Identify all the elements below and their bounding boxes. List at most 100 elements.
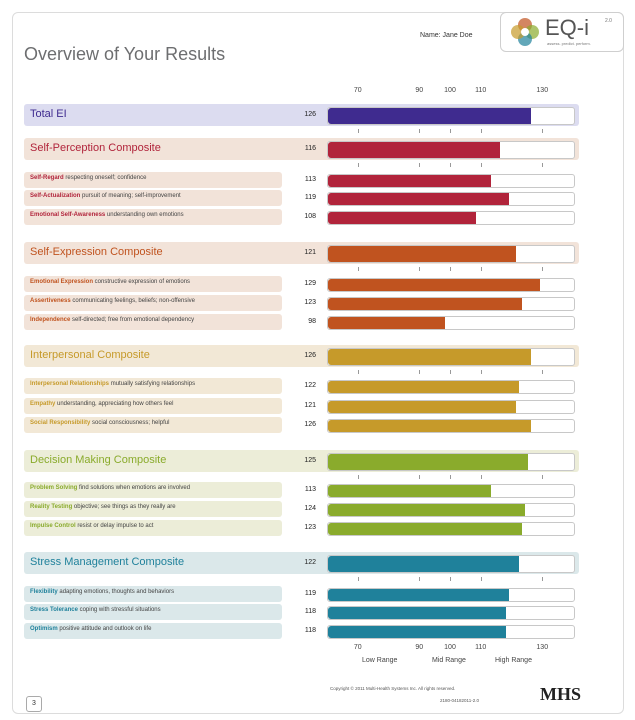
logo-tagline: assess. predict. perform.: [547, 41, 591, 46]
range-label: Mid Range: [432, 657, 466, 664]
scale-name: Flexibility: [30, 589, 58, 595]
row-label: Flexibility adapting emotions, thoughts …: [30, 589, 174, 595]
scale-name: Independence: [30, 317, 71, 323]
bar-track: [327, 348, 575, 366]
bar-track: [327, 606, 575, 620]
bar-track: [327, 174, 575, 188]
subscale-row: Social Responsibility social consciousne…: [24, 417, 282, 433]
bar-track: [327, 555, 575, 573]
bar-track: [327, 522, 575, 536]
score-value: 125: [304, 457, 316, 464]
score-bar: [328, 504, 525, 516]
gridline-tick: [357, 129, 359, 133]
top-tick-label: 110: [475, 87, 487, 94]
gridline-tick: [450, 370, 451, 374]
scale-name: Interpersonal Composite: [30, 349, 150, 361]
bar-track: [327, 453, 575, 471]
scale-name: Decision Making Composite: [30, 454, 167, 466]
score-value: 126: [304, 421, 316, 428]
score-value: 121: [304, 402, 316, 409]
bar-track: [327, 316, 575, 330]
score-value: 108: [304, 213, 316, 220]
logo-version: 2.0: [605, 18, 612, 24]
bar-track: [327, 141, 575, 159]
score-bar: [328, 349, 531, 365]
scale-description: pursuit of meaning; self-improvement: [80, 193, 181, 199]
score-value: 122: [304, 559, 316, 566]
gridline-tick: [542, 129, 544, 133]
gridline-tick: [480, 577, 482, 581]
scale-name: Total EI: [30, 108, 67, 120]
score-value: 123: [304, 299, 316, 306]
scale-name: Stress Tolerance: [30, 607, 78, 613]
top-tick-label: 130: [536, 87, 549, 94]
scale-name: Assertiveness: [30, 298, 71, 304]
scale-name: Interpersonal Relationships: [30, 381, 110, 387]
score-value: 119: [304, 194, 316, 201]
logo-text: EQ-i: [545, 15, 589, 40]
row-label: Optimism positive attitude and outlook o…: [30, 626, 151, 632]
row-label: Independence self-directed; free from em…: [30, 317, 194, 323]
gridline-tick: [450, 129, 451, 133]
row-label: Social Responsibility social consciousne…: [30, 420, 169, 426]
gridline-tick: [450, 163, 451, 167]
copyright: Copyright © 2011 Multi-Health Systems In…: [330, 686, 456, 691]
subscale-row: Problem Solving find solutions when emot…: [24, 482, 282, 498]
scale-name: Optimism: [30, 626, 58, 632]
scale-name: Emotional Expression: [30, 279, 94, 285]
score-value: 118: [304, 627, 316, 634]
gridline-tick: [480, 163, 482, 167]
eqi-flower-icon: [511, 18, 539, 46]
score-value: 126: [304, 352, 316, 359]
gridline-tick: [419, 577, 421, 581]
score-bar: [328, 523, 522, 535]
bar-track: [327, 107, 575, 125]
score-bar: [328, 485, 491, 497]
score-value: 113: [304, 486, 316, 493]
score-value: 119: [304, 590, 316, 597]
score-bar: [328, 193, 510, 205]
bar-track: [327, 625, 575, 639]
score-bar: [328, 626, 507, 638]
scale-name: Self-Expression Composite: [30, 246, 163, 258]
gridline-tick: [542, 475, 544, 479]
top-tick-label: 90: [415, 87, 424, 94]
subscale-row: Stress Tolerance coping with stressful s…: [24, 604, 282, 620]
scale-name: Reality Testing: [30, 504, 73, 510]
row-label: Impulse Control resist or delay impulse …: [30, 523, 153, 529]
subscale-row: Self-Regard respecting oneself; confiden…: [24, 172, 282, 188]
scale-name: Empathy: [30, 401, 56, 407]
scale-name: Impulse Control: [30, 523, 76, 529]
scale-description: resist or delay impulse to act: [75, 523, 154, 529]
row-label: Self-Expression Composite: [30, 246, 163, 258]
range-label: High Range: [495, 657, 532, 664]
row-label: Self-Regard respecting oneself; confiden…: [30, 175, 146, 181]
client-name: Name: Jane Doe: [420, 32, 473, 39]
subscale-row: Interpersonal Relationships mutually sat…: [24, 378, 282, 394]
subscale-row: Independence self-directed; free from em…: [24, 314, 282, 330]
score-bar: [328, 279, 541, 291]
eqi-logo: EQ-i 2.0 assess. predict. perform.: [500, 12, 624, 52]
subscale-row: Optimism positive attitude and outlook o…: [24, 623, 282, 639]
score-bar: [328, 246, 516, 262]
row-label: Total EI: [30, 108, 67, 120]
bottom-tick-label: 130: [536, 644, 549, 651]
scale-name: Problem Solving: [30, 485, 78, 491]
bar-track: [327, 192, 575, 206]
bar-track: [327, 400, 575, 414]
scale-description: understanding own emotions: [105, 212, 184, 218]
score-value: 98: [308, 318, 316, 325]
row-label: Assertiveness communicating feelings, be…: [30, 298, 195, 304]
score-value: 126: [304, 111, 316, 118]
scale-description: objective; see things as they really are: [72, 504, 176, 510]
bar-track: [327, 380, 575, 394]
score-bar: [328, 381, 519, 393]
scale-description: respecting oneself; confidence: [63, 175, 147, 181]
score-bar: [328, 589, 510, 601]
scale-name: Self-Actualization: [30, 193, 81, 199]
subscale-row: Flexibility adapting emotions, thoughts …: [24, 586, 282, 602]
row-label: Emotional Expression constructive expres…: [30, 279, 190, 285]
scale-description: communicating feelings, beliefs; non-off…: [70, 298, 195, 304]
scale-description: mutually satisfying relationships: [109, 381, 196, 387]
